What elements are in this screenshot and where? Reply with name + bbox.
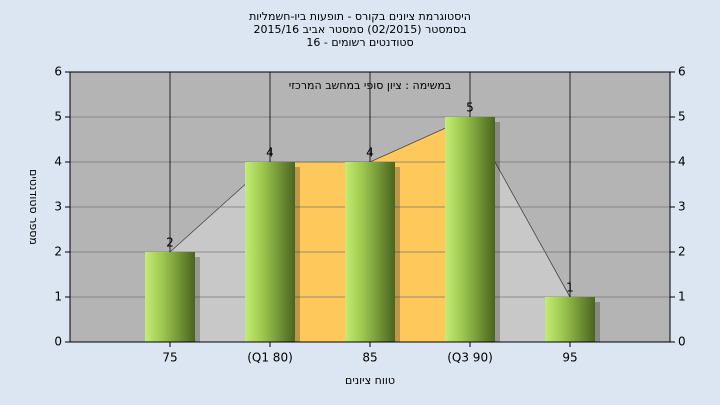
bar xyxy=(545,297,595,342)
y2-tick-label: 2 xyxy=(678,245,686,259)
y-axis-label: מספר סטודנטים xyxy=(27,169,40,245)
y-tick-label: 3 xyxy=(54,200,62,214)
bar xyxy=(245,162,295,342)
y-tick-label: 1 xyxy=(54,290,62,304)
y2-tick-label: 5 xyxy=(678,110,686,124)
chart-title: סטודנטים רשומים - 16 xyxy=(306,36,413,49)
x-axis-label: טווח ציונים xyxy=(345,374,395,387)
y-tick-label: 4 xyxy=(54,155,62,169)
y2-tick-label: 4 xyxy=(678,155,686,169)
data-label: 1 xyxy=(566,281,574,295)
data-label: 5 xyxy=(466,101,474,115)
bar xyxy=(345,162,395,342)
x-tick-label: 85 xyxy=(362,351,377,365)
plot-frame xyxy=(69,71,671,343)
y2-tick-label: 6 xyxy=(678,65,686,79)
data-label: 4 xyxy=(266,146,274,160)
y2-tick-label: 0 xyxy=(678,335,686,349)
y2-tick-label: 1 xyxy=(678,290,686,304)
chart-title: היסטוגרמת ציונים בקורס - תופעות ביו-חשמל… xyxy=(249,10,471,23)
y-tick-label: 2 xyxy=(54,245,62,259)
x-tick-label: 75 xyxy=(162,351,177,365)
x-tick-label: 95 xyxy=(562,351,577,365)
y2-tick-label: 3 xyxy=(678,200,686,214)
y-tick-label: 6 xyxy=(54,65,62,79)
data-label: 4 xyxy=(366,146,374,160)
x-tick-label: (Q3 90) xyxy=(447,351,493,365)
data-label: 2 xyxy=(166,236,174,250)
bar xyxy=(145,252,195,342)
y-tick-label: 5 xyxy=(54,110,62,124)
chart-title: בסמסטר (02/2015) סמסטר אביב 2015/16 xyxy=(253,23,466,36)
bar xyxy=(445,117,495,342)
y-tick-label: 0 xyxy=(54,335,62,349)
x-tick-label: (Q1 80) xyxy=(247,351,293,365)
